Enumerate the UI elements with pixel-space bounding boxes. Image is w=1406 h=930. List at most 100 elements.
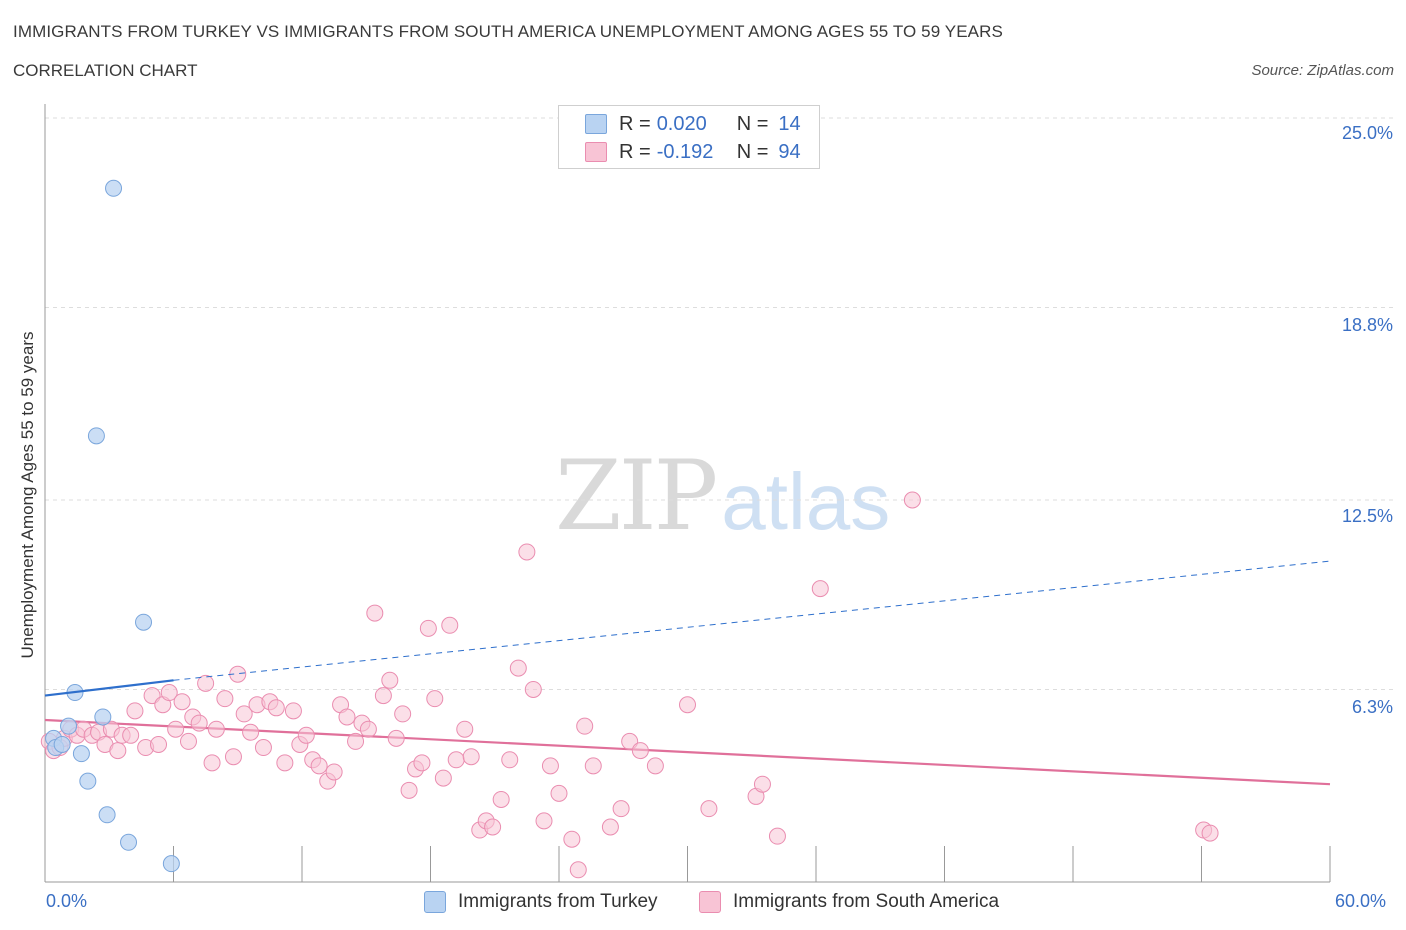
- point-south-america-86: [700, 800, 718, 818]
- watermark-atlas: atlas: [721, 457, 891, 546]
- point-south-america-37: [276, 754, 294, 772]
- point-south-america-57: [413, 754, 431, 772]
- point-south-america-85: [679, 696, 696, 714]
- point-south-america-46: [338, 708, 356, 726]
- series-swatch-turkey: [424, 891, 446, 913]
- correlation-legend: R = 0.020 N = 14 R = -0.192 N = 94: [558, 105, 820, 169]
- trend-line-turkey-solid: [44, 679, 174, 697]
- y-tick-label-25: 25.0%: [1341, 123, 1393, 143]
- point-south-america-72: [524, 680, 542, 698]
- legend-r-label: R =: [619, 140, 651, 163]
- chart-title: IMMIGRANTS FROM TURKEY VS IMMIGRANTS FRO…: [13, 22, 1003, 41]
- y-axis-label: Unemployment Among Ages 55 to 59 years: [18, 331, 37, 659]
- point-south-america-63: [456, 720, 474, 738]
- point-south-america-20: [167, 720, 185, 738]
- point-south-america-69: [501, 751, 519, 769]
- series-label-south-america: Immigrants from South America: [733, 891, 1000, 912]
- point-turkey-0: [105, 179, 123, 197]
- points-turkey: [45, 179, 180, 873]
- legend-r-value-turkey: 0.020: [656, 112, 707, 135]
- point-south-america-13: [122, 726, 140, 744]
- point-south-america-59: [426, 690, 444, 708]
- point-south-america-54: [394, 705, 412, 723]
- series-legend-south-america: Immigrants from South America: [699, 890, 999, 914]
- watermark: ZIPatlas: [555, 440, 890, 552]
- point-south-america-62: [447, 751, 465, 769]
- point-turkey-11: [98, 806, 116, 824]
- point-turkey-10: [79, 772, 97, 790]
- point-south-america-17: [150, 735, 168, 753]
- legend-row-south-america: R = -0.192 N = 94: [585, 140, 801, 164]
- legend-swatch-south-america: [585, 142, 607, 162]
- watermark-zip: ZIP: [555, 440, 718, 552]
- legend-n-value-turkey: 14: [778, 112, 801, 135]
- point-south-america-31: [235, 705, 253, 723]
- point-south-america-11: [109, 742, 127, 760]
- source-credit: Source: ZipAtlas.com: [1251, 62, 1394, 79]
- point-south-america-36: [267, 699, 285, 717]
- points-south-america: [40, 491, 1219, 879]
- point-south-america-89: [768, 827, 786, 845]
- legend-swatch-turkey: [585, 114, 607, 134]
- series-legend-turkey: Immigrants from Turkey: [424, 890, 658, 914]
- point-south-america-47: [347, 732, 365, 750]
- point-south-america-49: [359, 720, 377, 738]
- point-south-america-67: [484, 818, 502, 836]
- point-turkey-13: [162, 855, 180, 873]
- series-label-turkey: Immigrants from Turkey: [458, 891, 658, 912]
- point-south-america-26: [203, 754, 221, 772]
- x-tick-label-max: 60.0%: [1335, 891, 1387, 911]
- point-south-america-14: [126, 702, 144, 720]
- axes: [44, 104, 1331, 883]
- point-south-america-42: [310, 757, 328, 775]
- point-south-america-21: [173, 693, 191, 711]
- point-south-america-73: [535, 812, 553, 830]
- point-south-america-19: [160, 684, 178, 702]
- point-south-america-70: [509, 659, 527, 677]
- point-south-america-22: [179, 732, 197, 750]
- legend-n-label: N =: [736, 112, 769, 135]
- point-south-america-91: [903, 491, 921, 509]
- point-south-america-88: [753, 775, 771, 793]
- point-turkey-4: [94, 708, 112, 726]
- point-south-america-50: [366, 604, 384, 622]
- point-south-america-77: [569, 861, 587, 879]
- point-turkey-2: [135, 613, 153, 631]
- point-south-america-75: [550, 784, 568, 802]
- trend-lines-south-america: [44, 718, 1331, 786]
- point-south-america-90: [811, 580, 829, 598]
- point-south-america-27: [207, 720, 225, 738]
- point-turkey-12: [120, 833, 138, 851]
- point-south-america-83: [631, 742, 649, 760]
- chart-subtitle: CORRELATION CHART: [13, 61, 198, 80]
- point-turkey-8: [53, 735, 71, 753]
- y-tick-label-18-8: 18.8%: [1341, 315, 1393, 335]
- trend-line-turkey-dashed: [173, 560, 1331, 681]
- point-south-america-78: [576, 717, 594, 735]
- trend-lines-turkey: [44, 560, 1331, 697]
- point-south-america-93: [1201, 824, 1219, 842]
- point-south-america-80: [601, 818, 619, 836]
- point-south-america-61: [441, 616, 459, 634]
- point-turkey-5: [60, 717, 78, 735]
- point-south-america-28: [216, 690, 234, 708]
- point-south-america-24: [190, 714, 208, 732]
- legend-n-label: N =: [736, 140, 769, 163]
- point-south-america-60: [434, 769, 452, 787]
- point-south-america-58: [419, 619, 437, 637]
- gridlines: [45, 117, 1395, 690]
- x-tick-label-min: 0.0%: [46, 891, 88, 911]
- point-south-america-84: [646, 757, 664, 775]
- legend-r-value-south-america: -0.192: [656, 140, 714, 163]
- point-south-america-76: [563, 830, 581, 848]
- series-swatch-south-america: [699, 891, 721, 913]
- point-south-america-38: [284, 702, 302, 720]
- point-south-america-34: [254, 739, 272, 757]
- point-south-america-53: [387, 729, 405, 747]
- point-turkey-1: [87, 427, 105, 445]
- point-south-america-40: [297, 726, 315, 744]
- point-south-america-29: [224, 748, 242, 766]
- y-tick-label-12-5: 12.5%: [1341, 506, 1393, 526]
- point-south-america-55: [400, 781, 418, 799]
- point-turkey-9: [72, 745, 90, 763]
